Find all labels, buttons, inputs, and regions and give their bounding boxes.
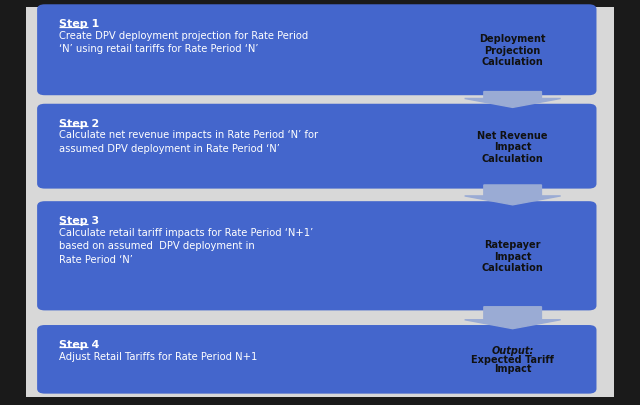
- Text: Step 1: Step 1: [59, 19, 99, 29]
- Text: Impact: Impact: [494, 363, 531, 373]
- Text: Calculate net revenue impacts in Rate Period ‘N’ for
assumed DPV deployment in R: Calculate net revenue impacts in Rate Pe…: [59, 130, 318, 153]
- Text: Ratepayer
Impact
Calculation: Ratepayer Impact Calculation: [482, 240, 543, 273]
- Text: Step 2: Step 2: [59, 118, 99, 128]
- Text: Net Revenue
Impact
Calculation: Net Revenue Impact Calculation: [477, 130, 548, 163]
- FancyBboxPatch shape: [37, 325, 596, 394]
- Text: Step 4: Step 4: [59, 339, 99, 349]
- FancyBboxPatch shape: [37, 5, 596, 96]
- Text: Expected Tariff: Expected Tariff: [471, 354, 554, 364]
- Text: Adjust Retail Tariffs for Rate Period N+1: Adjust Retail Tariffs for Rate Period N+…: [59, 351, 257, 361]
- Text: Output:: Output:: [492, 345, 534, 356]
- Polygon shape: [465, 307, 561, 329]
- Text: Step 3: Step 3: [59, 215, 99, 226]
- Text: Calculate retail tariff impacts for Rate Period ‘N+1’
based on assumed  DPV depl: Calculate retail tariff impacts for Rate…: [59, 227, 313, 264]
- FancyBboxPatch shape: [26, 8, 614, 397]
- FancyBboxPatch shape: [37, 104, 596, 189]
- Text: Deployment
Projection
Calculation: Deployment Projection Calculation: [479, 34, 546, 67]
- FancyBboxPatch shape: [37, 202, 596, 311]
- Polygon shape: [465, 92, 561, 108]
- Text: Create DPV deployment projection for Rate Period
‘N’ using retail tariffs for Ra: Create DPV deployment projection for Rat…: [59, 31, 308, 54]
- Polygon shape: [465, 185, 561, 205]
